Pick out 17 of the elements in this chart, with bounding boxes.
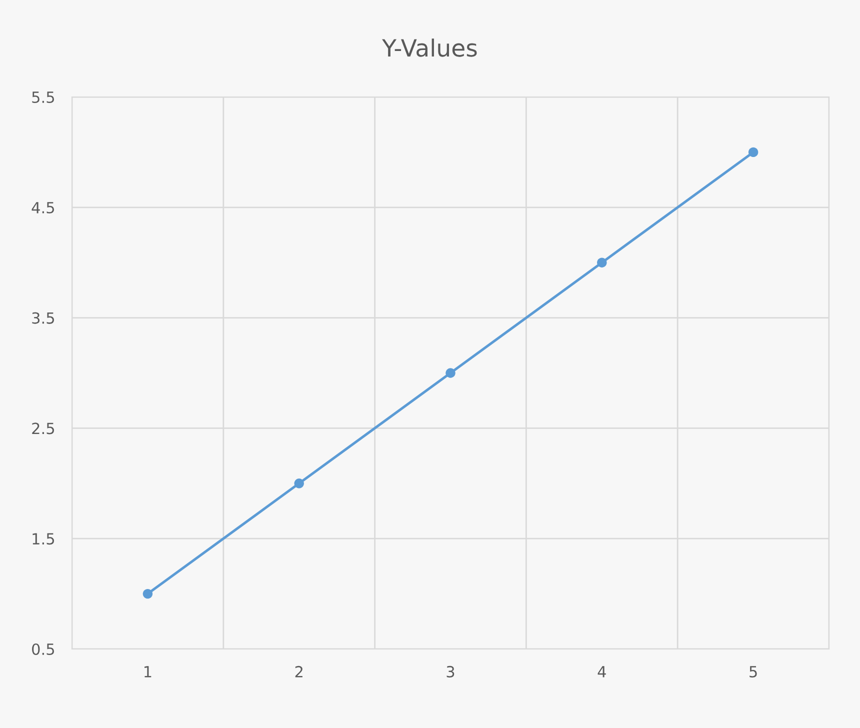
y-tick-label: 5.5 bbox=[32, 92, 54, 104]
point bbox=[748, 147, 758, 158]
point bbox=[294, 478, 304, 488]
x-tick-label: 4 bbox=[598, 666, 606, 678]
x-tick-label: 2 bbox=[295, 666, 302, 678]
y-tick-label: 1.5 bbox=[32, 533, 54, 545]
y-tick-label: 3.5 bbox=[32, 312, 54, 324]
chart-title: Y-Values bbox=[382, 38, 477, 57]
point bbox=[446, 368, 456, 378]
x-tick-label: 5 bbox=[750, 666, 757, 678]
point bbox=[142, 588, 153, 599]
y-tick-label: 2.5 bbox=[32, 422, 54, 434]
y-tick-label: 0.5 bbox=[32, 643, 54, 656]
point bbox=[597, 258, 607, 268]
y-tick-label: 4.5 bbox=[32, 202, 54, 214]
x-tick-label: 1 bbox=[144, 666, 152, 678]
x-tick-label: 3 bbox=[446, 666, 454, 678]
